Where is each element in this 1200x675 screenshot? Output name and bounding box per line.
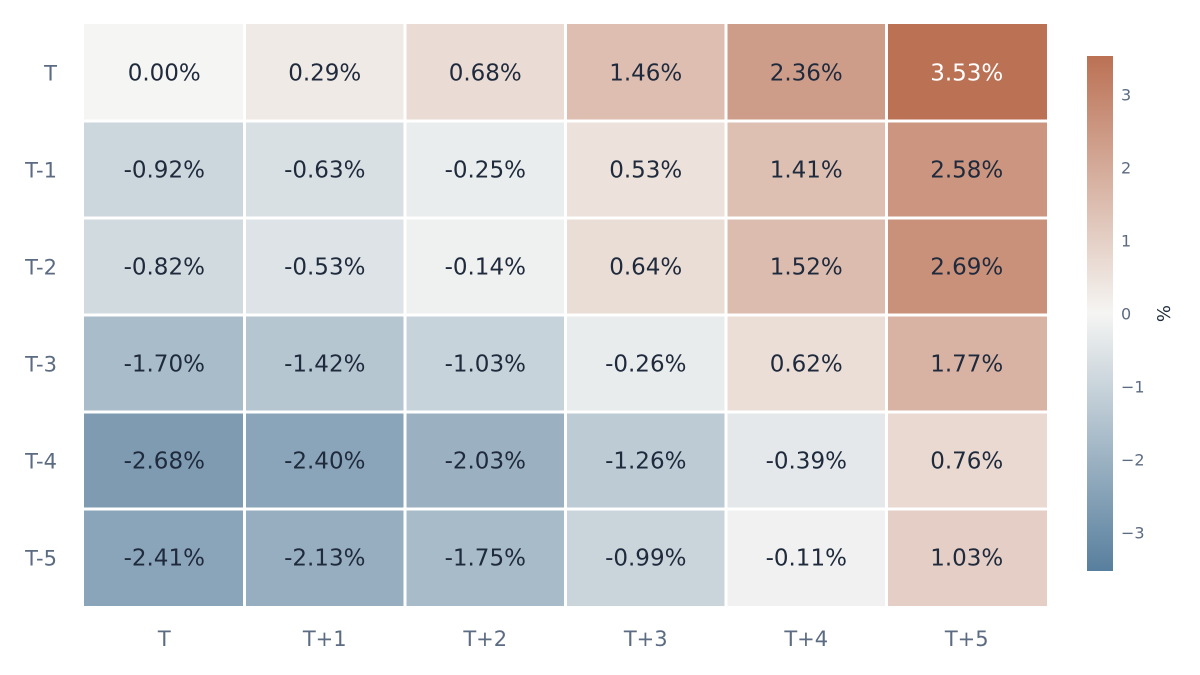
heatmap-cell [246,219,404,314]
heatmap-cell [727,510,885,606]
heatmap-cell [84,219,243,314]
cell-label: -0.53% [284,255,365,281]
cell-label: -1.03% [445,352,526,378]
colorbar-tick-label: −3 [1121,523,1145,542]
heatmap-cell [567,24,725,120]
y-tick-label: T-4 [24,450,57,474]
y-axis-ticks: T T-1 T-2 T-3 T-4 T-5 [24,62,57,571]
x-tick-label: T+2 [462,627,507,651]
cell-label: 1.03% [930,546,1003,572]
colorbar-tick-label: 0 [1121,305,1131,324]
cell-label: 2.36% [770,61,843,87]
heatmap-cell [84,413,243,508]
cell-label: -0.99% [605,546,686,572]
x-tick-label: T+1 [302,627,347,651]
heatmap-cell [406,122,564,217]
heatmap-cell [567,122,725,217]
cell-label: -0.39% [766,449,847,475]
cell-label: 0.29% [288,61,361,87]
cell-label: 0.64% [609,255,682,281]
colorbar-tick-label: 2 [1121,159,1131,178]
heatmap-cell [406,413,564,508]
cell-label: 0.00% [128,61,201,87]
cell-label: -0.26% [605,352,686,378]
cell-label: -0.25% [445,158,526,184]
cell-label: -2.03% [445,449,526,475]
x-tick-label: T+4 [783,627,828,651]
y-tick-label: T-3 [24,353,57,377]
heatmap-cell [727,122,885,217]
cell-label: -1.26% [605,449,686,475]
x-tick-label: T [157,627,171,651]
y-tick-label: T-5 [24,547,57,571]
heatmap-cell [84,510,243,606]
cell-label: 3.53% [930,61,1003,87]
colorbar-tick-label: 1 [1121,232,1131,251]
cell-label: 0.68% [449,61,522,87]
heatmap-cell [888,510,1047,606]
y-tick-label: T [43,62,57,86]
cell-label: 2.69% [930,255,1003,281]
heatmap-cell [888,316,1047,411]
x-tick-label: T+3 [623,627,668,651]
heatmap-cell [888,413,1047,508]
heatmap-cell [727,413,885,508]
cell-label: -0.11% [766,546,847,572]
heatmap-cell [888,24,1047,120]
cell-label: 1.77% [930,352,1003,378]
heatmap-cell [246,24,404,120]
heatmap-cell [84,24,243,120]
heatmap-cell [84,316,243,411]
heatmap-cell [246,122,404,217]
cell-label: -1.42% [284,352,365,378]
colorbar-gradient [1087,56,1113,571]
heatmap-cell [567,219,725,314]
cell-label: -0.82% [124,255,205,281]
x-tick-label: T+5 [944,627,989,651]
heatmap-cell [406,316,564,411]
heatmap-cell [406,219,564,314]
heatmap-cell [246,510,404,606]
colorbar: 3 2 1 0 −1 −2 −3 % [1087,56,1175,571]
heatmap-cell [406,510,564,606]
colorbar-tick-label: −2 [1121,450,1145,469]
cell-label: 2.58% [930,158,1003,184]
x-axis-ticks: T T+1 T+2 T+3 T+4 T+5 [157,627,989,651]
cell-label: -0.63% [284,158,365,184]
cell-label: -0.92% [124,158,205,184]
cell-label: 1.52% [770,255,843,281]
cell-label: 0.62% [770,352,843,378]
cell-label: 1.41% [770,158,843,184]
heatmap-cells: 0.00% 0.29% 0.68% 1.46% 2.36% 3.53% -0.92% -0.6… [84,24,1047,606]
cell-label: -2.68% [124,449,205,475]
cell-label: -2.13% [284,546,365,572]
colorbar-ticks: 3 2 1 0 −1 −2 −3 [1121,86,1145,543]
cell-label: 1.46% [609,61,682,87]
heatmap-cell [727,24,885,120]
cell-label: 0.76% [930,449,1003,475]
cell-label: -1.70% [124,352,205,378]
heatmap-cell [888,122,1047,217]
heatmap-cell [246,413,404,508]
heatmap-cell [888,219,1047,314]
heatmap-cell [567,510,725,606]
colorbar-title: % [1154,305,1175,322]
colorbar-tick-label: 3 [1121,86,1131,105]
colorbar-tick-label: −1 [1121,377,1145,396]
heatmap-cell [84,122,243,217]
y-tick-label: T-1 [24,159,57,183]
cell-label: -1.75% [445,546,526,572]
heatmap-cell [727,316,885,411]
heatmap-cell [246,316,404,411]
cell-label: -2.40% [284,449,365,475]
cell-label: -0.14% [445,255,526,281]
cell-label: 0.53% [609,158,682,184]
heatmap-cell [406,24,564,120]
heatmap-cell [567,316,725,411]
heatmap-cell [567,413,725,508]
heatmap-cell [727,219,885,314]
cell-label: -2.41% [124,546,205,572]
y-tick-label: T-2 [24,256,57,280]
